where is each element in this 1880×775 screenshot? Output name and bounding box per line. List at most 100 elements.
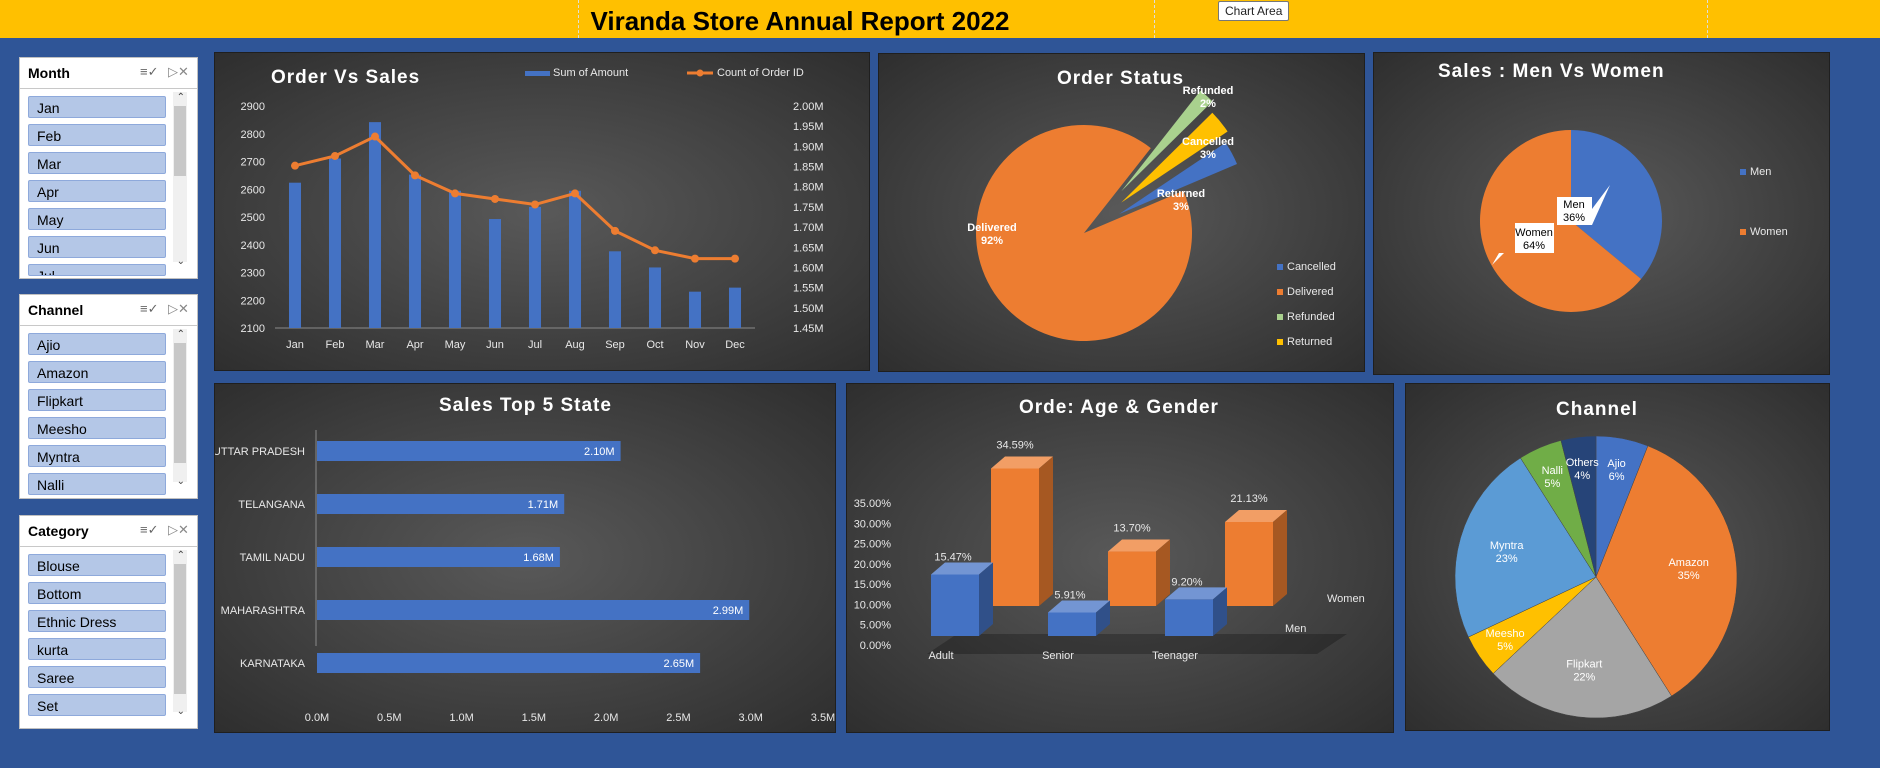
bar-men-side xyxy=(1096,600,1110,636)
chart-title: Order Vs Sales xyxy=(271,67,421,88)
slicer-item[interactable]: Amazon xyxy=(28,361,166,383)
scrollbar-thumb[interactable] xyxy=(174,106,186,176)
y-tick-label: UTTAR PRADESH xyxy=(215,446,305,458)
slicer-item[interactable]: Ajio xyxy=(28,333,166,355)
men-vs-women-chart[interactable]: Sales : Men Vs Women Men 36% Women 64% Men Wo… xyxy=(1373,52,1830,375)
slicer-item[interactable]: Jun xyxy=(28,236,166,258)
y-left-tick-label: 2500 xyxy=(241,212,265,224)
bar-women xyxy=(1108,551,1156,606)
slicer-item[interactable]: Ethnic Dress xyxy=(28,610,166,632)
pie-slice xyxy=(1595,445,1738,697)
clear-filter-icon[interactable]: ▷✕ xyxy=(168,522,189,537)
age-gender-svg: 35.00% 30.00% 25.00% 20.00% 15.00% 10.00% 5.00… xyxy=(854,439,1365,662)
data-label: 9.20% xyxy=(1171,576,1202,588)
slicer-header: Channel xyxy=(28,302,84,318)
slicer-category[interactable]: Category ≡✓ ▷✕ ⌃ ⌄ Blouse Bottom Ethnic Dress ku… xyxy=(19,515,198,729)
slicer-item[interactable]: Myntra xyxy=(28,445,166,467)
slicer-item[interactable]: May xyxy=(28,208,166,230)
multi-select-icon[interactable]: ≡✓ xyxy=(140,64,159,79)
order-status-chart[interactable]: Order Status Delivered 92% Returned 3% Cance… xyxy=(878,53,1365,372)
x-tick-label: 2.5M xyxy=(666,712,690,724)
multi-select-icon[interactable]: ≡✓ xyxy=(140,301,159,316)
slicer-item[interactable]: Mar xyxy=(28,152,166,174)
data-label: Returned 3% xyxy=(1157,188,1205,213)
slicer-item[interactable]: Apr xyxy=(28,180,166,202)
scroll-up-icon[interactable]: ⌃ xyxy=(176,329,185,340)
data-label: 6% xyxy=(1609,471,1625,483)
bar xyxy=(729,287,741,328)
multi-select-icon[interactable]: ≡✓ xyxy=(140,522,159,537)
slicer-item[interactable]: Saree xyxy=(28,666,166,688)
slicer-item[interactable]: Bottom xyxy=(28,582,166,604)
pie-slice xyxy=(1121,90,1213,192)
bar-men-side xyxy=(1213,587,1227,636)
bar xyxy=(569,190,581,328)
slicer-item[interactable]: Jul xyxy=(28,264,166,276)
y-tick-label: 35.00% xyxy=(854,498,892,510)
slicer-item[interactable]: Set xyxy=(28,694,166,716)
age-gender-chart[interactable]: Orde: Age & Gender 35.00% 30.00% 25.00% 20.… xyxy=(846,383,1394,733)
slicer-item[interactable]: Nalli xyxy=(28,473,166,495)
bar xyxy=(289,182,301,328)
top-states-chart[interactable]: Sales Top 5 State UTTAR PRADESH 2.10M TELA… xyxy=(214,383,836,733)
scroll-down-icon[interactable]: ⌄ xyxy=(176,476,185,487)
bar xyxy=(369,122,381,329)
slicer-item[interactable]: Feb xyxy=(28,124,166,146)
data-label: Men xyxy=(1563,199,1584,211)
slicer-item[interactable]: Meesho xyxy=(28,417,166,439)
x-tick-label: 2.0M xyxy=(594,712,618,724)
scroll-down-icon[interactable]: ⌄ xyxy=(176,256,185,267)
data-label: Cancelled 3% xyxy=(1182,136,1234,161)
y-right-tick-label: 1.55M xyxy=(793,283,824,295)
chart-title: Sales : Men Vs Women xyxy=(1438,61,1665,82)
line-point xyxy=(371,132,379,141)
clear-filter-icon[interactable]: ▷✕ xyxy=(168,301,189,316)
slicer-item[interactable]: Jan xyxy=(28,96,166,118)
y-tick-label: 10.00% xyxy=(854,599,892,611)
order-vs-sales-svg: 2900 2800 2700 2600 2500 2400 2300 2200 2100 2.00… xyxy=(241,67,824,351)
y-right-tick-label: 1.80M xyxy=(793,182,824,194)
y-left-tick-label: 2700 xyxy=(241,157,265,169)
bar-men xyxy=(1048,612,1096,636)
y-right-tick-label: 1.50M xyxy=(793,303,824,315)
data-label: 35% xyxy=(1678,570,1700,582)
x-tick-label: 0.0M xyxy=(305,712,329,724)
legend-swatch xyxy=(1277,289,1283,295)
order-vs-sales-chart[interactable]: Order Vs Sales 2900 2800 2700 2600 2500 2400 2… xyxy=(214,52,870,371)
line-point xyxy=(571,189,579,198)
bar xyxy=(317,494,565,514)
series-axis-label: Men xyxy=(1285,623,1306,635)
channel-chart[interactable]: Channel Ajio 6% Amazon 35% Flipkart 22% Meesho… xyxy=(1405,383,1830,731)
slicer-item[interactable]: Flipkart xyxy=(28,389,166,411)
slicer-channel[interactable]: Channel ≡✓ ▷✕ ⌃ ⌄ Ajio Amazon Flipkart Meesho Myn… xyxy=(19,294,198,499)
data-label: 2.99M xyxy=(713,605,744,617)
bar-men xyxy=(931,574,979,636)
slicer-month[interactable]: Month ≡✓ ▷✕ ⌃ ⌄ Jan Feb Mar Apr May Jun Jul xyxy=(19,57,198,279)
bar xyxy=(409,174,421,328)
data-label: 64% xyxy=(1523,240,1545,252)
bar xyxy=(529,206,541,328)
y-left-tick-label: 2300 xyxy=(241,268,265,280)
slicer-item[interactable]: Blouse xyxy=(28,554,166,576)
y-left-tick-label: 2400 xyxy=(241,240,265,252)
x-tick-label: 1.0M xyxy=(449,712,473,724)
bar-women-side xyxy=(1156,539,1170,606)
x-tick-label: Sep xyxy=(605,339,625,351)
scrollbar-thumb[interactable] xyxy=(174,343,186,463)
y-right-tick-label: 1.65M xyxy=(793,242,824,254)
scroll-down-icon[interactable]: ⌄ xyxy=(176,706,185,717)
x-tick-label: Dec xyxy=(725,339,745,351)
line-point xyxy=(331,151,339,160)
callout-box xyxy=(1492,223,1554,265)
slicer-item[interactable]: kurta xyxy=(28,638,166,660)
scroll-up-icon[interactable]: ⌃ xyxy=(176,550,185,561)
bar xyxy=(317,600,750,620)
line-series xyxy=(294,134,735,261)
chart-title: Order Status xyxy=(1057,68,1185,89)
scrollbar-thumb[interactable] xyxy=(174,564,186,694)
data-label: 21.13% xyxy=(1230,493,1268,505)
scroll-up-icon[interactable]: ⌃ xyxy=(176,92,185,103)
y-right-tick-label: 1.95M xyxy=(793,121,824,133)
clear-filter-icon[interactable]: ▷✕ xyxy=(168,64,189,79)
